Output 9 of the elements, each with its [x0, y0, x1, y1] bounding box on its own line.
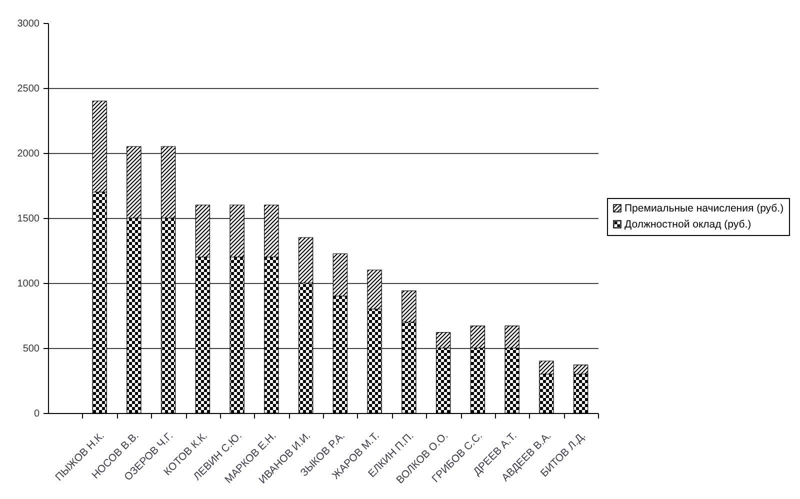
y-tick-label: 500 [22, 344, 40, 354]
legend-label: Премиальные начисления (руб.) [624, 202, 784, 214]
y-tick-label: 2500 [17, 84, 40, 94]
y-tick-label: 1000 [17, 278, 40, 290]
y-tick-label: 1500 [17, 214, 40, 224]
y-tick-label: 0 [34, 408, 40, 420]
y-tick-label: 3000 [17, 18, 40, 30]
y-tick-label: 2000 [17, 148, 40, 160]
legend-label: Должностной оклад (руб.) [624, 218, 752, 230]
